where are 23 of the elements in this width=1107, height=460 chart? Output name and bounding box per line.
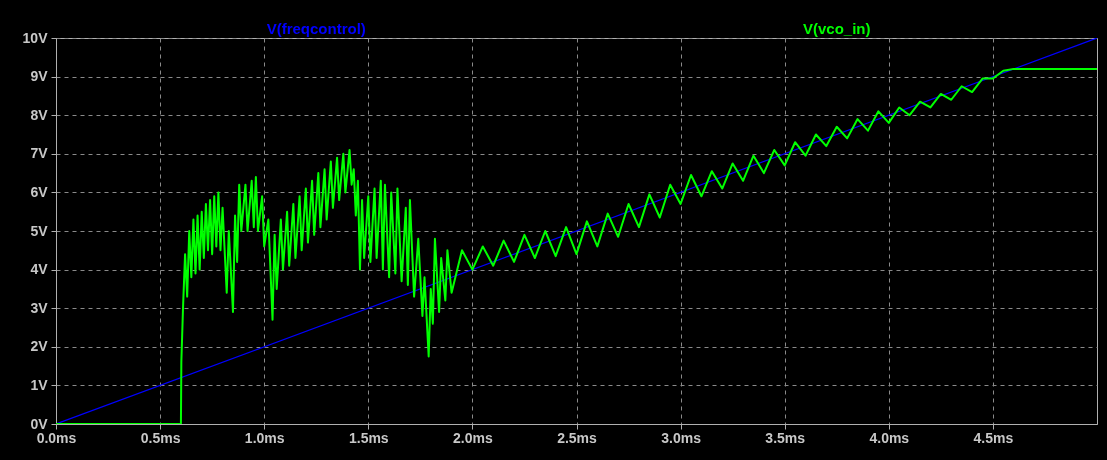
- x-tick-label: 1.5ms: [348, 429, 389, 446]
- x-tick-label: 3.0ms: [661, 429, 702, 446]
- x-tick-label: 0.5ms: [140, 429, 181, 446]
- y-tick-label: 1V: [30, 376, 49, 393]
- x-tick-label: 4.0ms: [869, 429, 910, 446]
- x-tick-label: 2.0ms: [453, 429, 493, 446]
- y-tick-label: 10V: [22, 29, 49, 46]
- y-tick-label: 0V: [30, 415, 49, 432]
- y-tick-label: 7V: [30, 145, 49, 162]
- x-tick-label: 4.5ms: [973, 429, 1014, 446]
- text: V(freqcontrol): [266, 20, 366, 37]
- text: V(vco_in): [802, 20, 871, 37]
- y-tick-label: 4V: [30, 261, 49, 278]
- y-tick-label: 2V: [30, 338, 49, 355]
- x-tick-label: 3.5ms: [765, 429, 806, 446]
- y-tick-label: 5V: [30, 222, 49, 239]
- x-tick-label: 1.0ms: [244, 429, 285, 446]
- y-tick-label: 9V: [30, 68, 49, 85]
- x-tick-label: 0.0ms: [36, 429, 77, 446]
- y-tick-label: 3V: [30, 299, 49, 316]
- y-tick-label: 8V: [30, 106, 49, 123]
- x-tick-label: 2.5ms: [557, 429, 598, 446]
- y-tick-label: 6V: [30, 183, 49, 200]
